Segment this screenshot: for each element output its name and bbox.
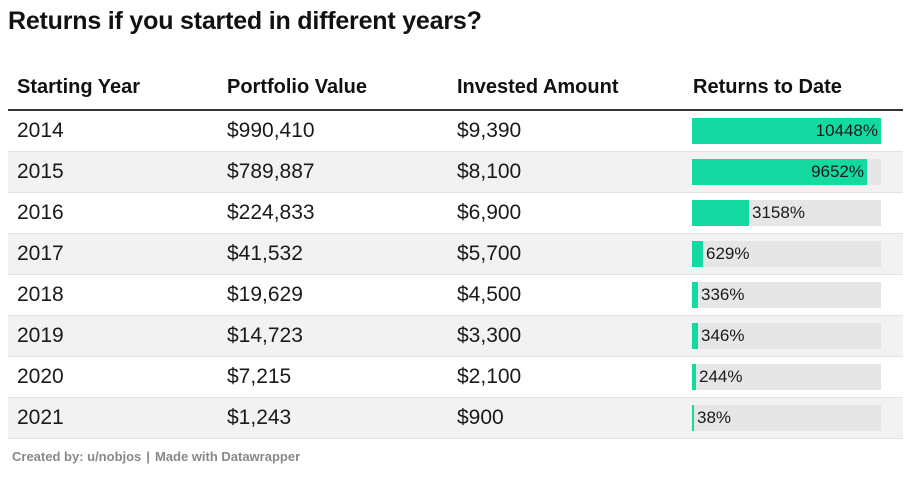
cell-portfolio-value: $224,833 [227,201,315,224]
returns-label: 346% [701,326,745,345]
returns-bar-track: 3158% [692,200,881,226]
returns-label: 10448% [815,121,878,140]
cell-portfolio-value: $19,629 [227,283,303,306]
returns-bar [692,159,867,185]
cell-invested-amount: $9,390 [457,119,522,142]
footer: Created by: u/nobjos | Made with Datawrapp… [12,449,300,464]
table-row: 2017 $41,532 $5,700 629% [8,234,903,275]
returns-bar [692,323,698,349]
cell-portfolio-value: $990,410 [227,119,315,142]
header-starting-year: Starting Year [17,76,141,98]
returns-label: 244% [699,367,743,386]
returns-table: Starting Year Portfolio Value Invested A… [8,67,903,439]
table-row: 2020 $7,215 $2,100 244% [8,357,903,398]
cell-invested-amount: $900 [457,406,504,429]
table-row: 2016 $224,833 $6,900 3158% [8,193,903,234]
returns-bar [692,241,703,267]
footer-made-with: Made with Datawrapper [154,449,301,464]
table-row: 2019 $14,723 $3,300 346% [8,316,903,357]
table-row: 2015 $789,887 $8,100 9652% [8,152,903,193]
returns-bar-track: 38% [692,405,881,431]
returns-label: 38% [697,408,732,427]
cell-starting-year: 2019 [17,324,64,347]
cell-portfolio-value: $7,215 [227,365,292,388]
cell-portfolio-value: $789,887 [227,160,315,183]
returns-bar [692,118,881,144]
cell-starting-year: 2021 [17,406,64,429]
returns-label: 3158% [752,203,805,222]
returns-bar-track: 10448% [692,118,881,144]
cell-starting-year: 2015 [17,160,64,183]
returns-bar [692,200,749,226]
returns-label: 336% [701,285,745,304]
footer-created-by: Created by: u/nobjos [12,449,142,464]
header-invested-amount: Invested Amount [457,76,619,98]
cell-invested-amount: $8,100 [457,160,522,183]
returns-bar-track: 9652% [692,159,881,185]
returns-label: 629% [706,244,750,263]
returns-bar [692,405,694,431]
cell-portfolio-value: $41,532 [227,242,303,265]
table-row: 2021 $1,243 $900 38% [8,398,903,439]
cell-starting-year: 2017 [17,242,64,265]
table-row: 2018 $19,629 $4,500 336% [8,275,903,316]
cell-invested-amount: $2,100 [457,365,522,388]
table-body: 2014 $990,410 $9,390 10448% 2015 $789,887 $8,1… [8,111,903,439]
header-returns-to-date: Returns to Date [693,76,842,98]
chart-title: Returns if you started in different year… [8,7,482,35]
cell-starting-year: 2014 [17,119,64,142]
cell-invested-amount: $6,900 [457,201,522,224]
cell-portfolio-value: $1,243 [227,406,292,429]
footer-separator: | [146,449,150,464]
table-header: Starting Year Portfolio Value Invested A… [8,67,903,111]
header-portfolio-value: Portfolio Value [227,76,368,98]
returns-label: 9652% [811,162,864,181]
returns-bar-track: 346% [692,323,881,349]
cell-invested-amount: $3,300 [457,324,522,347]
returns-bar-track: 244% [692,364,881,390]
table-row: 2014 $990,410 $9,390 10448% [8,111,903,152]
returns-bar [692,282,698,308]
cell-portfolio-value: $14,723 [227,324,303,347]
cell-starting-year: 2020 [17,365,64,388]
cell-starting-year: 2016 [17,201,64,224]
cell-invested-amount: $5,700 [457,242,522,265]
returns-bar [692,364,696,390]
returns-bar-track: 629% [692,241,881,267]
cell-starting-year: 2018 [17,283,64,306]
returns-bar-track: 336% [692,282,881,308]
cell-invested-amount: $4,500 [457,283,522,306]
